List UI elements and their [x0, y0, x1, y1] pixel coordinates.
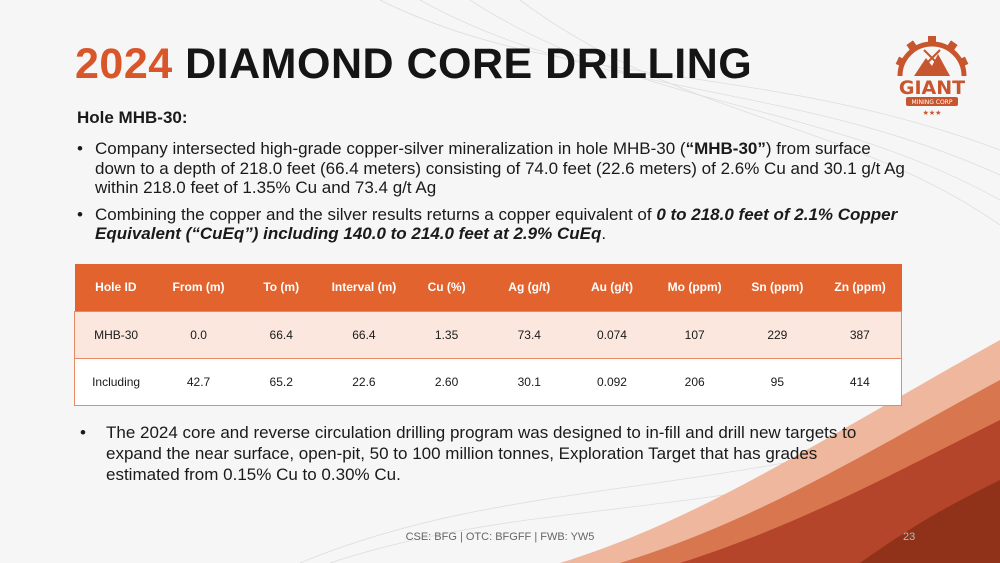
header-from: From (m) [157, 264, 240, 312]
bullet-intersection: • Company intersected high-grade copper-… [77, 139, 907, 198]
header-sn: Sn (ppm) [736, 264, 819, 312]
page-number: 23 [903, 531, 916, 543]
bullet-list: • Company intersected high-grade copper-… [77, 139, 907, 251]
bullet1-text-b: ) from surface down to a depth of 218.0 … [95, 139, 905, 197]
table-cell: 0.074 [570, 311, 654, 359]
table-cell: 229 [736, 311, 819, 359]
bullet-glyph: • [77, 204, 83, 224]
header-mo: Mo (ppm) [653, 264, 736, 312]
logo-stars: ★★★ [923, 109, 942, 117]
table-cell: 414 [818, 358, 902, 406]
assay-table: Hole ID From (m) To (m) Interval (m) Cu … [74, 264, 902, 406]
page-title: 2024 DIAMOND CORE DRILLING [75, 40, 752, 89]
hole-subtitle: Hole MHB-30: [77, 108, 188, 127]
header-to: To (m) [239, 264, 323, 312]
footer-tickers: CSE: BFG | OTC: BFGFF | FWB: YW5 [405, 531, 595, 543]
table-header-row: Hole ID From (m) To (m) Interval (m) Cu … [74, 264, 902, 312]
table-cell: 66.4 [322, 311, 406, 359]
table-cell: 107 [653, 311, 736, 359]
table-cell: 66.4 [239, 311, 323, 359]
table-cell: 1.35 [405, 311, 488, 359]
giant-mining-logo: GIANT MINING CORP ★★★ [884, 24, 980, 120]
logo-tagline: MINING CORP [912, 99, 953, 106]
header-hole-id: Hole ID [74, 264, 158, 312]
table-cell: 0.0 [157, 311, 240, 359]
table-row: MHB-30 0.0 66.4 66.4 1.35 73.4 0.074 107… [74, 311, 902, 359]
table-cell: 2.60 [405, 358, 488, 406]
bullet1-text-a: Company intersected high-grade copper-si… [95, 139, 686, 158]
table-cell: 30.1 [487, 358, 571, 406]
title-text: DIAMOND CORE DRILLING [172, 40, 753, 88]
bullet-glyph: • [80, 423, 86, 442]
table-cell: 95 [736, 358, 819, 406]
bullet2-text-b: . [601, 224, 607, 243]
bullet3-text: The 2024 core and reverse circulation dr… [106, 423, 857, 484]
program-note: • The 2024 core and reverse circulation … [80, 422, 890, 492]
header-zn: Zn (ppm) [818, 264, 902, 312]
table-row: Including 42.7 65.2 22.6 2.60 30.1 0.092… [74, 358, 902, 406]
bullet-drilling-program: • The 2024 core and reverse circulation … [80, 422, 890, 485]
table-cell: Including [74, 358, 158, 406]
header-interval: Interval (m) [322, 264, 406, 312]
table-cell: 22.6 [322, 358, 406, 406]
table-cell: 387 [818, 311, 902, 359]
table-cell: 206 [653, 358, 736, 406]
bullet2-text-a: Combining the copper and the silver resu… [95, 204, 657, 224]
header-cu: Cu (%) [405, 264, 488, 312]
bullet-copper-equivalent: • Combining the copper and the silver re… [77, 205, 907, 244]
table-cell: 42.7 [157, 358, 240, 406]
table-cell: 65.2 [239, 358, 323, 406]
table-cell: MHB-30 [74, 311, 158, 359]
header-au: Au (g/t) [570, 264, 654, 312]
gear-mountain-icon: GIANT MINING CORP ★★★ [895, 36, 969, 117]
logo-name: GIANT [899, 77, 965, 99]
title-year: 2024 [75, 40, 173, 88]
wave-shade [860, 480, 1000, 563]
bullet1-bold: “MHB-30” [685, 139, 766, 158]
header-ag: Ag (g/t) [487, 264, 571, 312]
bullet2-bold-italic: 0 to 218.0 feet of 2.1% Copper Equivalen… [95, 204, 898, 244]
table-cell: 73.4 [487, 311, 571, 359]
bullet-glyph: • [77, 139, 83, 158]
table-cell: 0.092 [570, 358, 654, 406]
